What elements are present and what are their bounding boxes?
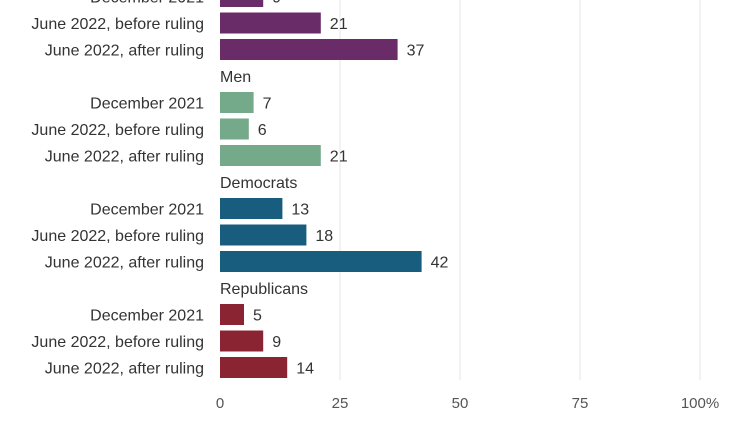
labels: December 2021 9 June 2022, before ruling 21… [31, 0, 448, 378]
value-label: 42 [431, 255, 449, 272]
bar [220, 357, 288, 378]
category-label: June 2022, before ruling [31, 228, 204, 245]
x-tick-label: 50 [452, 395, 469, 412]
category-label: June 2022, after ruling [45, 149, 204, 166]
bar [220, 145, 321, 166]
category-label: December 2021 [90, 0, 204, 7]
bar [220, 92, 254, 113]
bar [220, 12, 321, 34]
x-tick-label: 0 [216, 395, 224, 412]
category-label: June 2022, before ruling [31, 122, 204, 139]
x-tick-label: 100% [681, 395, 719, 412]
bars [220, 0, 422, 378]
value-label: 21 [330, 16, 348, 33]
bar [220, 0, 264, 7]
bar [220, 224, 307, 246]
group-label: Republicans [220, 281, 308, 298]
category-label: December 2021 [90, 96, 204, 113]
bar [220, 251, 422, 272]
value-label: 21 [330, 149, 348, 166]
value-label: 37 [407, 43, 425, 60]
value-label: 5 [253, 308, 262, 325]
category-label: June 2022, after ruling [45, 255, 204, 272]
category-label: June 2022, after ruling [45, 43, 204, 60]
value-label: 18 [315, 228, 333, 245]
category-label: December 2021 [90, 308, 204, 325]
group-label: Men [220, 69, 251, 86]
value-label: 13 [291, 202, 309, 219]
category-label: June 2022, before ruling [31, 16, 204, 33]
bar [220, 304, 244, 325]
grid-lines [339, 0, 701, 380]
x-axis-ticks: 0 25 50 75 100% [216, 395, 719, 412]
category-label: December 2021 [90, 202, 204, 219]
x-tick-label: 75 [572, 395, 589, 412]
bar [220, 118, 249, 140]
value-label: 14 [296, 361, 314, 378]
group-label: Democrats [220, 175, 297, 192]
value-label: 6 [258, 122, 267, 139]
value-label: 7 [263, 96, 272, 113]
category-label: June 2022, before ruling [31, 334, 204, 351]
bar [220, 39, 398, 60]
value-label: 9 [272, 0, 281, 7]
value-label: 9 [272, 334, 281, 351]
bar [220, 330, 264, 352]
bar [220, 198, 283, 219]
category-label: June 2022, after ruling [45, 361, 204, 378]
x-tick-label: 25 [332, 395, 349, 412]
